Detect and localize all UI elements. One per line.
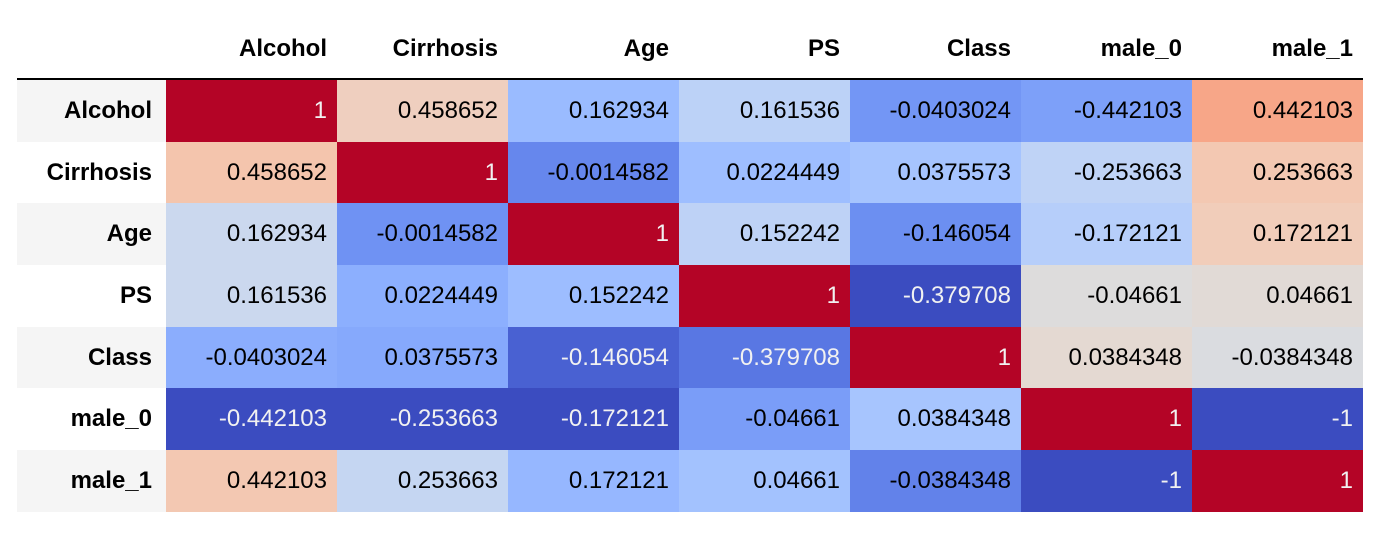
heatmap-cell: 0.162934	[508, 80, 679, 142]
column-header: Alcohol	[166, 20, 337, 80]
heatmap-cell: -0.172121	[1021, 203, 1192, 266]
column-header: Cirrhosis	[337, 20, 508, 80]
heatmap-cell: 0.152242	[508, 265, 679, 327]
heatmap-cell: 0.0384348	[850, 388, 1021, 451]
heatmap-cell: -0.442103	[166, 388, 337, 451]
header-row: Alcohol Cirrhosis Age PS Class male_0 ma…	[17, 20, 1363, 80]
heatmap-cell: 1	[508, 203, 679, 266]
heatmap-cell: -0.0384348	[850, 450, 1021, 512]
heatmap-cell: 1	[1021, 388, 1192, 451]
correlation-heatmap-table: Alcohol Cirrhosis Age PS Class male_0 ma…	[17, 20, 1363, 512]
heatmap-cell: 1	[166, 80, 337, 142]
heatmap-cell: -0.0014582	[337, 203, 508, 266]
heatmap-cell: 0.152242	[679, 203, 850, 266]
row-header: male_0	[17, 388, 166, 451]
heatmap-cell: -0.0403024	[850, 80, 1021, 142]
heatmap-cell: -1	[1021, 450, 1192, 512]
heatmap-cell: -0.0384348	[1192, 326, 1363, 389]
heatmap-cell: 0.0375573	[850, 141, 1021, 204]
heatmap-row: Class -0.0403024 0.0375573 -0.146054 -0.3797…	[17, 326, 1363, 389]
heatmap-cell: 0.172121	[1192, 203, 1363, 266]
heatmap-cell: 0.458652	[337, 80, 508, 142]
heatmap-cell: 0.0224449	[679, 141, 850, 204]
heatmap-cell: 0.172121	[508, 450, 679, 512]
row-header: Alcohol	[17, 80, 166, 142]
heatmap-cell: 0.253663	[1192, 141, 1363, 204]
column-header: PS	[679, 20, 850, 80]
heatmap-cell: 0.0224449	[337, 265, 508, 327]
heatmap-cell: -0.146054	[508, 326, 679, 389]
column-header: male_0	[1021, 20, 1192, 80]
row-header: male_1	[17, 450, 166, 512]
heatmap-row: PS 0.161536 0.0224449 0.152242 1 -0.379708 -0.…	[17, 265, 1363, 327]
heatmap-cell: -1	[1192, 388, 1363, 451]
heatmap-cell: 1	[850, 326, 1021, 389]
row-header: PS	[17, 265, 166, 327]
heatmap-row: Alcohol 1 0.458652 0.162934 0.161536 -0.04030…	[17, 80, 1363, 142]
heatmap-row: Cirrhosis 0.458652 1 -0.0014582 0.0224449 0.0…	[17, 141, 1363, 204]
heatmap-cell: 1	[1192, 450, 1363, 512]
heatmap-cell: 0.04661	[679, 450, 850, 512]
heatmap-cell: -0.146054	[850, 203, 1021, 266]
heatmap-cell: 0.253663	[337, 450, 508, 512]
heatmap-row: male_0 -0.442103 -0.253663 -0.172121 -0.0466…	[17, 388, 1363, 451]
heatmap-cell: -0.04661	[1021, 265, 1192, 327]
heatmap-cell: 0.161536	[166, 265, 337, 327]
heatmap-cell: -0.379708	[850, 265, 1021, 327]
heatmap-cell: 0.162934	[166, 203, 337, 266]
heatmap-cell: -0.442103	[1021, 80, 1192, 142]
heatmap-cell: -0.0403024	[166, 326, 337, 389]
heatmap-cell: 0.458652	[166, 141, 337, 204]
heatmap-cell: -0.172121	[508, 388, 679, 451]
heatmap-row: male_1 0.442103 0.253663 0.172121 0.04661 -0.…	[17, 450, 1363, 512]
heatmap-cell: -0.04661	[679, 388, 850, 451]
heatmap-cell: 0.0375573	[337, 326, 508, 389]
row-header: Age	[17, 203, 166, 266]
heatmap-cell: 0.161536	[679, 80, 850, 142]
row-header: Class	[17, 326, 166, 389]
corner-header-cell	[17, 20, 166, 80]
heatmap-cell: 0.442103	[1192, 80, 1363, 142]
heatmap-cell: 0.0384348	[1021, 326, 1192, 389]
heatmap-cell: -0.379708	[679, 326, 850, 389]
heatmap-body: Alcohol 1 0.458652 0.162934 0.161536 -0.04030…	[17, 80, 1363, 512]
heatmap-cell: -0.253663	[1021, 141, 1192, 204]
heatmap-cell: 1	[679, 265, 850, 327]
row-header: Cirrhosis	[17, 141, 166, 204]
column-header: male_1	[1192, 20, 1363, 80]
column-header: Age	[508, 20, 679, 80]
heatmap-cell: 0.442103	[166, 450, 337, 512]
heatmap-cell: 0.04661	[1192, 265, 1363, 327]
column-header: Class	[850, 20, 1021, 80]
heatmap-cell: -0.253663	[337, 388, 508, 451]
heatmap-cell: 1	[337, 141, 508, 204]
heatmap-cell: -0.0014582	[508, 141, 679, 204]
heatmap-row: Age 0.162934 -0.0014582 1 0.152242 -0.146054-…	[17, 203, 1363, 266]
